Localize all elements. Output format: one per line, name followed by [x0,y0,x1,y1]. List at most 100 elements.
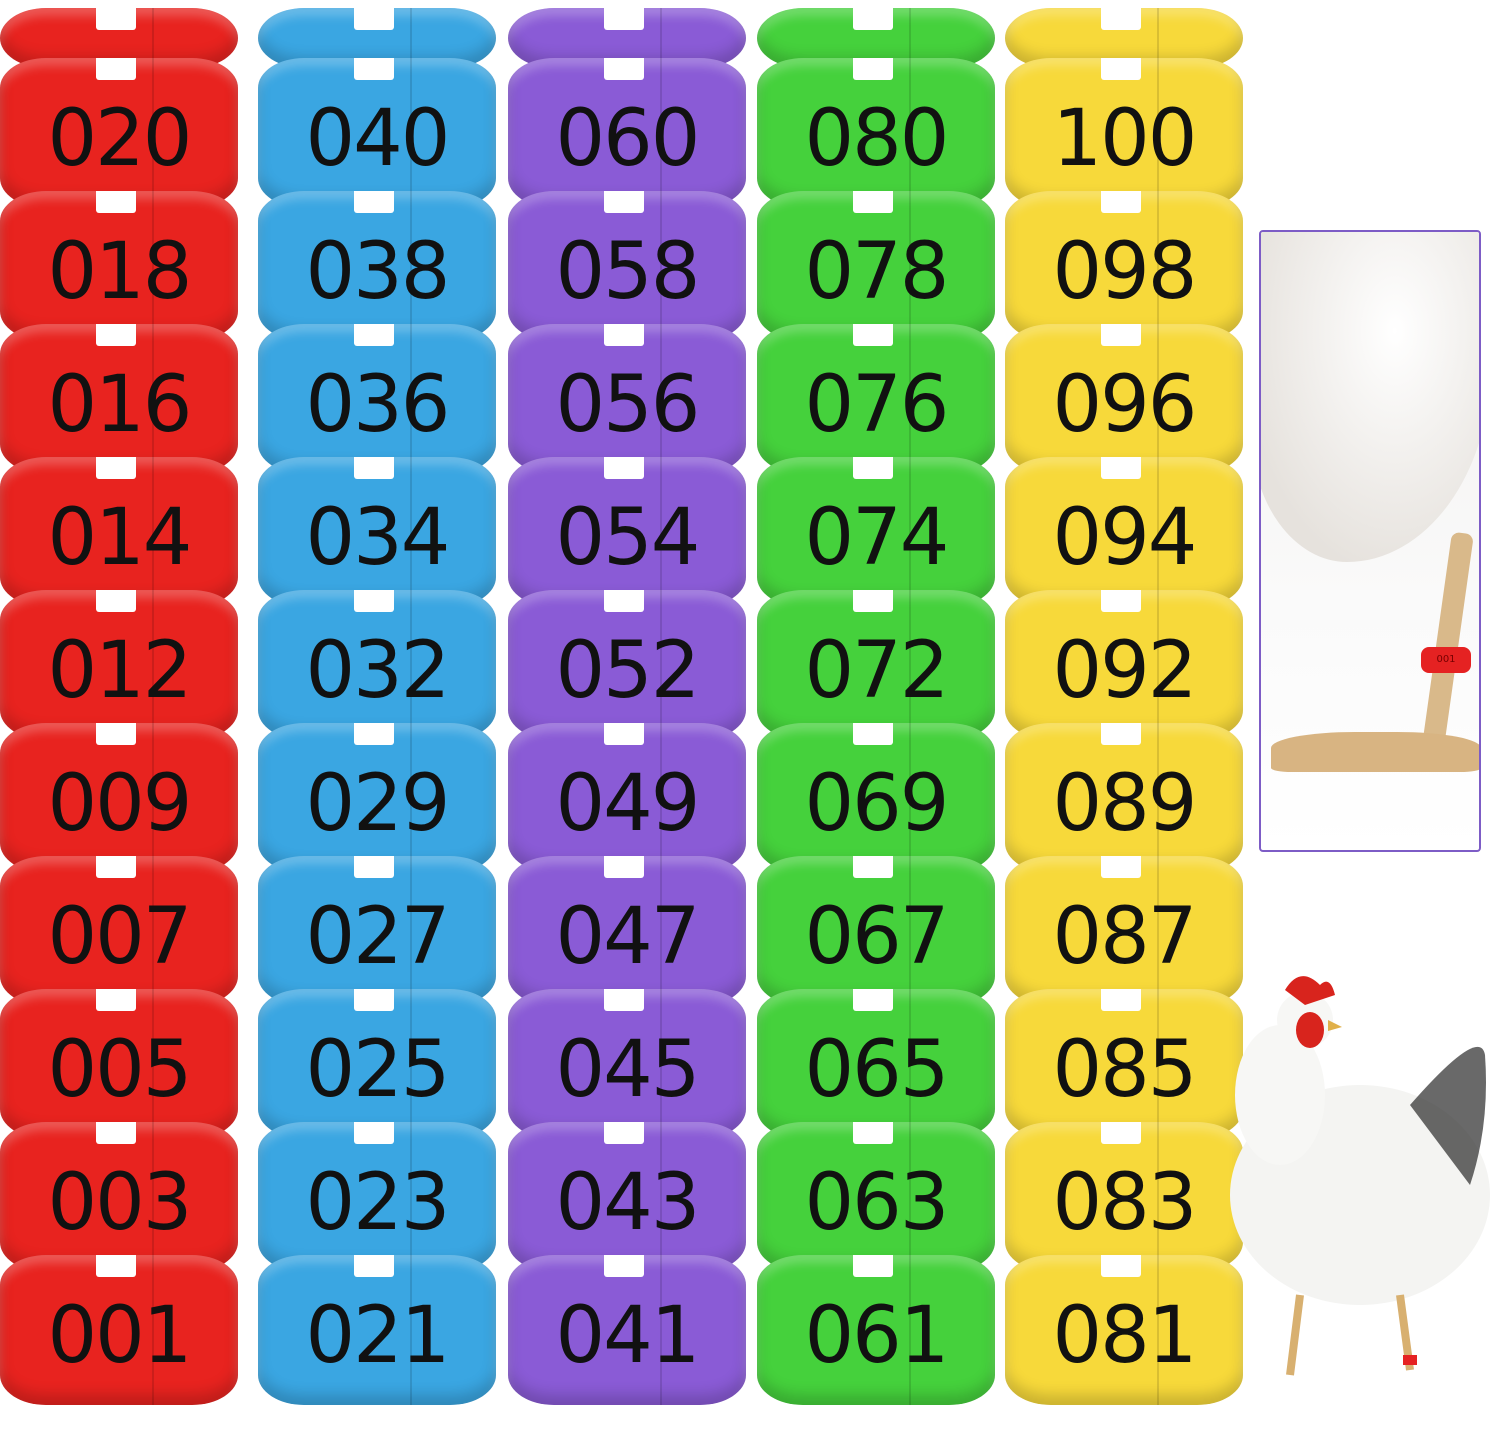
band-number: 078 [804,227,950,317]
leg-band-ring: 047 [508,856,746,1006]
band-column: 080 078 076 074 072 069 067 065 063 061 [757,8,995,1420]
band-number: 029 [305,759,451,849]
band-number: 087 [1052,892,1198,982]
band-number: 069 [804,759,950,849]
band-number: 100 [1052,94,1198,184]
leg-band-ring: 100 [1005,58,1243,208]
band-number: 054 [555,493,701,583]
leg-band-ring: 060 [508,58,746,208]
band-number: 083 [1052,1158,1198,1248]
leg-band-ring: 020 [0,58,238,208]
band-number: 040 [305,94,451,184]
leg-band-ring: 014 [0,457,238,607]
leg-band-ring: 012 [0,590,238,740]
leg-band-ring: 087 [1005,856,1243,1006]
band-number: 023 [305,1158,451,1248]
leg-band-ring: 041 [508,1255,746,1405]
band-number: 047 [555,892,701,982]
leg-band-ring: 049 [508,723,746,873]
band-number: 005 [47,1025,193,1115]
band-number: 092 [1052,626,1198,716]
band-number: 085 [1052,1025,1198,1115]
leg-band-ring: 032 [258,590,496,740]
band-number: 067 [804,892,950,982]
leg-band-ring: 061 [757,1255,995,1405]
leg-band-ring: 067 [757,856,995,1006]
leg-band-ring: 027 [258,856,496,1006]
band-number: 045 [555,1025,701,1115]
band-number: 003 [47,1158,193,1248]
band-number: 074 [804,493,950,583]
leg-band-ring: 016 [0,324,238,474]
band-number: 081 [1052,1291,1198,1381]
leg-band-ring: 085 [1005,989,1243,1139]
chicken-illustration [1230,976,1490,1376]
leg-band-ring: 072 [757,590,995,740]
band-number: 076 [804,360,950,450]
band-number: 012 [47,626,193,716]
band-number: 036 [305,360,451,450]
band-column: 020 018 016 014 012 009 007 005 003 001 [0,8,238,1420]
band-number: 052 [555,626,701,716]
band-number: 080 [804,94,950,184]
band-number: 021 [305,1291,451,1381]
leg-band-ring: 080 [757,58,995,208]
leg-band-ring: 089 [1005,723,1243,873]
leg-band-ring: 098 [1005,191,1243,341]
band-number: 058 [555,227,701,317]
leg-band-ring: 096 [1005,324,1243,474]
band-column: 100 098 096 094 092 089 087 085 083 081 [1005,8,1243,1420]
band-number: 060 [555,94,701,184]
leg-band-ring: 058 [508,191,746,341]
band-number: 056 [555,360,701,450]
chicken-feathers [1261,232,1479,562]
band-number: 016 [47,360,193,450]
leg-band-ring: 081 [1005,1255,1243,1405]
leg-band-ring: 045 [508,989,746,1139]
band-number: 032 [305,626,451,716]
leg-band-ring: 021 [258,1255,496,1405]
leg-band-ring: 043 [508,1122,746,1272]
band-number: 027 [305,892,451,982]
leg-band-ring: 092 [1005,590,1243,740]
leg-band-ring: 034 [258,457,496,607]
band-number: 089 [1052,759,1198,849]
leg-band-ring: 029 [258,723,496,873]
leg-band-ring: 094 [1005,457,1243,607]
band-column: 060 058 056 054 052 049 047 045 043 041 [508,8,746,1420]
band-column: 040 038 036 034 032 029 027 025 023 021 [258,8,496,1420]
band-number: 065 [804,1025,950,1115]
leg-band-ring: 003 [0,1122,238,1272]
band-number: 014 [47,493,193,583]
band-number: 049 [555,759,701,849]
leg-band-ring: 025 [258,989,496,1139]
band-number: 001 [47,1291,193,1381]
leg-band-ring: 083 [1005,1122,1243,1272]
chicken-foot [1271,732,1479,772]
band-number: 025 [305,1025,451,1115]
band-number: 096 [1052,360,1198,450]
leg-band-ring: 001 [0,1255,238,1405]
leg-band-ring: 063 [757,1122,995,1272]
band-number: 038 [305,227,451,317]
leg-band-ring: 009 [0,723,238,873]
leg-band-ring: 018 [0,191,238,341]
band-number: 063 [804,1158,950,1248]
leg-band-ring: 038 [258,191,496,341]
leg-band-ring: 069 [757,723,995,873]
band-number: 034 [305,493,451,583]
leg-band-ring: 054 [508,457,746,607]
leg-band-ring: 065 [757,989,995,1139]
band-number: 007 [47,892,193,982]
leg-band-ring: 007 [0,856,238,1006]
leg-band-ring: 036 [258,324,496,474]
leg-band-ring: 076 [757,324,995,474]
leg-band-ring: 056 [508,324,746,474]
band-number: 018 [47,227,193,317]
leg-band-ring: 005 [0,989,238,1139]
band-number: 041 [555,1291,701,1381]
leg-band-ring: 078 [757,191,995,341]
inset-photo-chicken-leg: 001 [1259,230,1481,852]
band-number: 009 [47,759,193,849]
band-number: 020 [47,94,193,184]
